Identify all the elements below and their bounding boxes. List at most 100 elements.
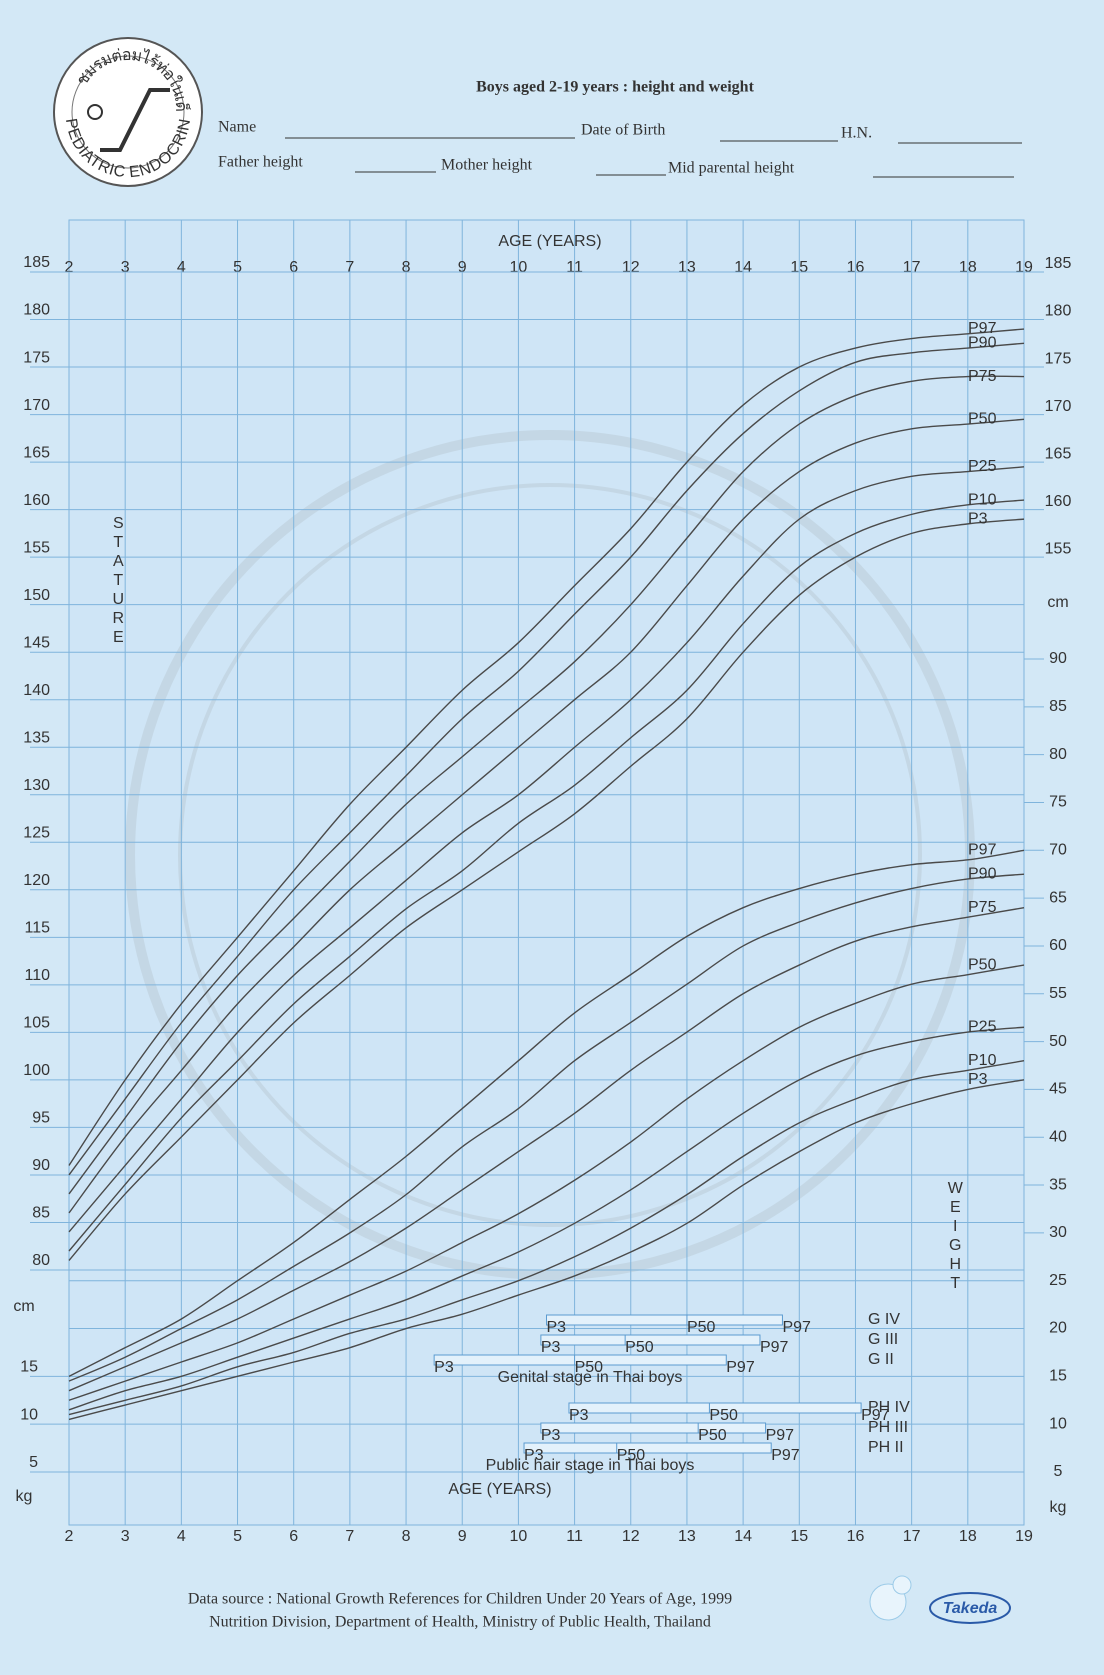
unit-label: kg bbox=[16, 1488, 33, 1505]
x-tick-label: 9 bbox=[458, 1528, 467, 1545]
legend-label: P90 bbox=[968, 865, 997, 882]
x-tick-label: 13 bbox=[678, 1528, 696, 1545]
pct-label: P50 bbox=[709, 1407, 738, 1424]
field-label: Mother height bbox=[441, 157, 533, 174]
pct-label: P3 bbox=[547, 1319, 567, 1336]
x-tick-label: 7 bbox=[345, 259, 354, 276]
x-tick-label: 15 bbox=[790, 259, 808, 276]
y-axis-title: STATURE bbox=[110, 515, 127, 648]
pct-label: P50 bbox=[687, 1319, 716, 1336]
y-tick-label: 165 bbox=[23, 444, 50, 461]
y2-tick-label: 60 bbox=[1049, 937, 1067, 954]
legend-label: P10 bbox=[968, 1052, 997, 1069]
percentile-curve bbox=[68, 1026, 1025, 1411]
stage-bar bbox=[540, 1334, 761, 1346]
legend-label: P97 bbox=[968, 320, 997, 337]
logo-child bbox=[87, 104, 103, 120]
x-tick-label: 3 bbox=[121, 259, 130, 276]
x-tick-label: 2 bbox=[65, 1528, 74, 1545]
y-tick-label: 110 bbox=[24, 967, 50, 984]
y-tick-label: 125 bbox=[23, 825, 50, 842]
pct-label: P97 bbox=[782, 1319, 811, 1336]
x-tick-label: 3 bbox=[121, 1528, 130, 1545]
stage-name: PH IV bbox=[868, 1399, 910, 1416]
y-tick-label: 150 bbox=[23, 587, 50, 604]
field-label: Mid parental height bbox=[668, 160, 795, 177]
pct-label: P97 bbox=[861, 1407, 890, 1424]
x-tick-label: 15 bbox=[790, 1528, 808, 1545]
stage-name: G II bbox=[868, 1351, 894, 1368]
x-tick-label: 19 bbox=[1015, 259, 1033, 276]
x-tick-label: 9 bbox=[458, 259, 467, 276]
form-fields: Name Date of Birth H.N. Father height Mo… bbox=[218, 119, 1022, 178]
pct-label: P50 bbox=[575, 1359, 604, 1376]
y-tick-label: 155 bbox=[23, 539, 50, 556]
y2-tick-label: 10 bbox=[1049, 1415, 1067, 1432]
field-label: Date of Birth bbox=[581, 122, 665, 139]
stage-bar bbox=[523, 1442, 772, 1454]
x-tick-label: 16 bbox=[847, 259, 865, 276]
title: Boys aged 2-19 years : height and weight bbox=[476, 79, 754, 96]
x-tick-label: 19 bbox=[1015, 1528, 1033, 1545]
x-axis-title: AGE (YEARS) bbox=[498, 233, 601, 250]
y-tick-label-right: 160 bbox=[1045, 493, 1072, 510]
x-tick-label: 4 bbox=[177, 259, 186, 276]
legend-label: P25 bbox=[968, 458, 997, 475]
legend-label: P3 bbox=[968, 1071, 988, 1088]
x-tick-label: 2 bbox=[65, 259, 74, 276]
legend-label: P3 bbox=[968, 510, 988, 527]
y2-tick-label: 70 bbox=[1049, 842, 1067, 859]
data-source: Data source : National Growth References… bbox=[188, 1591, 732, 1608]
logo-inner bbox=[71, 55, 185, 169]
x-tick-label: 8 bbox=[402, 259, 411, 276]
x-tick-label: 10 bbox=[510, 1528, 528, 1545]
y2-tick-label: 45 bbox=[1049, 1081, 1067, 1098]
x-tick-label: 13 bbox=[678, 259, 696, 276]
y2-tick-label: 65 bbox=[1049, 889, 1067, 906]
y-tick-label: 185 bbox=[23, 254, 50, 271]
y2-tick-label: 20 bbox=[1049, 1320, 1067, 1337]
x-tick-label: 18 bbox=[959, 1528, 977, 1545]
pct-label: P50 bbox=[617, 1447, 646, 1464]
y2-tick-label: 30 bbox=[1049, 1224, 1067, 1241]
percentile-curve bbox=[68, 499, 1025, 1252]
percentile-curve bbox=[68, 1060, 1025, 1416]
y-tick-label-right: 165 bbox=[1045, 445, 1072, 462]
legend-label: P50 bbox=[968, 956, 997, 973]
y-tick-label-right: 170 bbox=[1045, 398, 1072, 415]
stage-bar bbox=[540, 1422, 767, 1434]
x-tick-label: 17 bbox=[903, 1528, 921, 1545]
percentile-curve bbox=[68, 466, 1025, 1233]
x-tick-label: 5 bbox=[233, 1528, 242, 1545]
stage-name: PH II bbox=[868, 1439, 904, 1456]
x-tick-label: 11 bbox=[566, 1528, 583, 1545]
chart-layer: 2 3 4 5 6 7 8 9 10 11 12 13 14 15 16 17 18 192 3 4 5 6 7 8 9 10 11… bbox=[13, 220, 1071, 1545]
stage-bar bbox=[433, 1354, 727, 1366]
percentile-curve bbox=[68, 849, 1025, 1377]
pct-label: P97 bbox=[771, 1447, 800, 1464]
percentile-curve bbox=[68, 418, 1025, 1214]
stage-name: PH III bbox=[868, 1419, 908, 1436]
y2-tick-label-left: 5 bbox=[29, 1454, 38, 1471]
y-tick-label: 85 bbox=[32, 1205, 50, 1222]
legend-label: P10 bbox=[968, 491, 997, 508]
percentile-curve bbox=[68, 906, 1025, 1392]
y-tick-label: 90 bbox=[32, 1157, 50, 1174]
y2-tick-label: 85 bbox=[1049, 698, 1067, 715]
y2-tick-label-left: 15 bbox=[20, 1359, 38, 1376]
percentile-curve bbox=[68, 518, 1025, 1261]
y2-tick-label: 25 bbox=[1049, 1272, 1067, 1289]
pct-label: P3 bbox=[541, 1339, 561, 1356]
y2-tick-label: 35 bbox=[1049, 1176, 1067, 1193]
y-tick-label: 140 bbox=[23, 682, 50, 699]
y2-tick-label-left: 10 bbox=[20, 1406, 38, 1423]
watermark bbox=[125, 430, 975, 1280]
logo-bubble bbox=[892, 1575, 912, 1595]
y-tick-label: 100 bbox=[23, 1062, 50, 1079]
footer: Data source : National Growth References… bbox=[188, 1575, 1011, 1631]
stage-bar bbox=[546, 1314, 783, 1326]
percentile-curve bbox=[68, 964, 1025, 1401]
x-tick-label: 6 bbox=[289, 1528, 298, 1545]
